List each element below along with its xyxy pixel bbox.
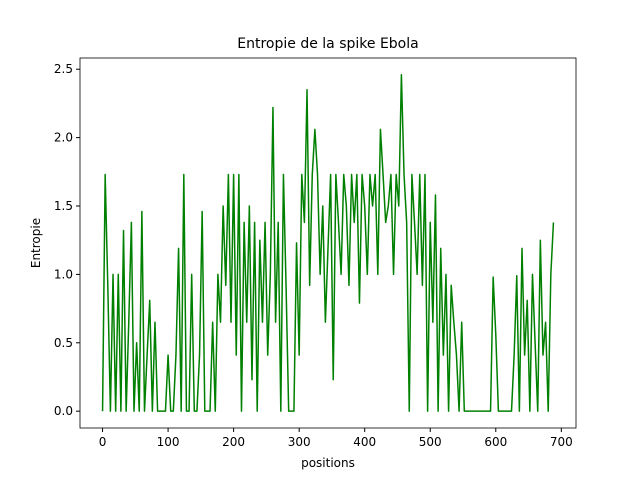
y-tick-label: 1.0 (54, 267, 73, 281)
y-tick-label: 1.5 (54, 199, 73, 213)
y-axis-label: Entropie (29, 218, 43, 268)
y-tick-label: 2.5 (54, 62, 73, 76)
x-tick-label: 600 (484, 435, 507, 449)
x-tick-label: 200 (222, 435, 245, 449)
data-line (101, 73, 555, 412)
x-tick-label: 100 (157, 435, 180, 449)
y-tick-label: 0.5 (54, 336, 73, 350)
x-tick-label: 0 (99, 435, 107, 449)
x-tick-label: 300 (288, 435, 311, 449)
x-tick-label: 400 (353, 435, 376, 449)
chart-title: Entropie de la spike Ebola (237, 36, 418, 52)
x-axis-label: positions (301, 456, 355, 470)
x-tick-label: 500 (419, 435, 442, 449)
y-tick-label: 0.0 (54, 404, 73, 418)
axes-frame (79, 57, 577, 429)
x-tick-label: 700 (550, 435, 573, 449)
y-tick-label: 2.0 (54, 131, 73, 145)
